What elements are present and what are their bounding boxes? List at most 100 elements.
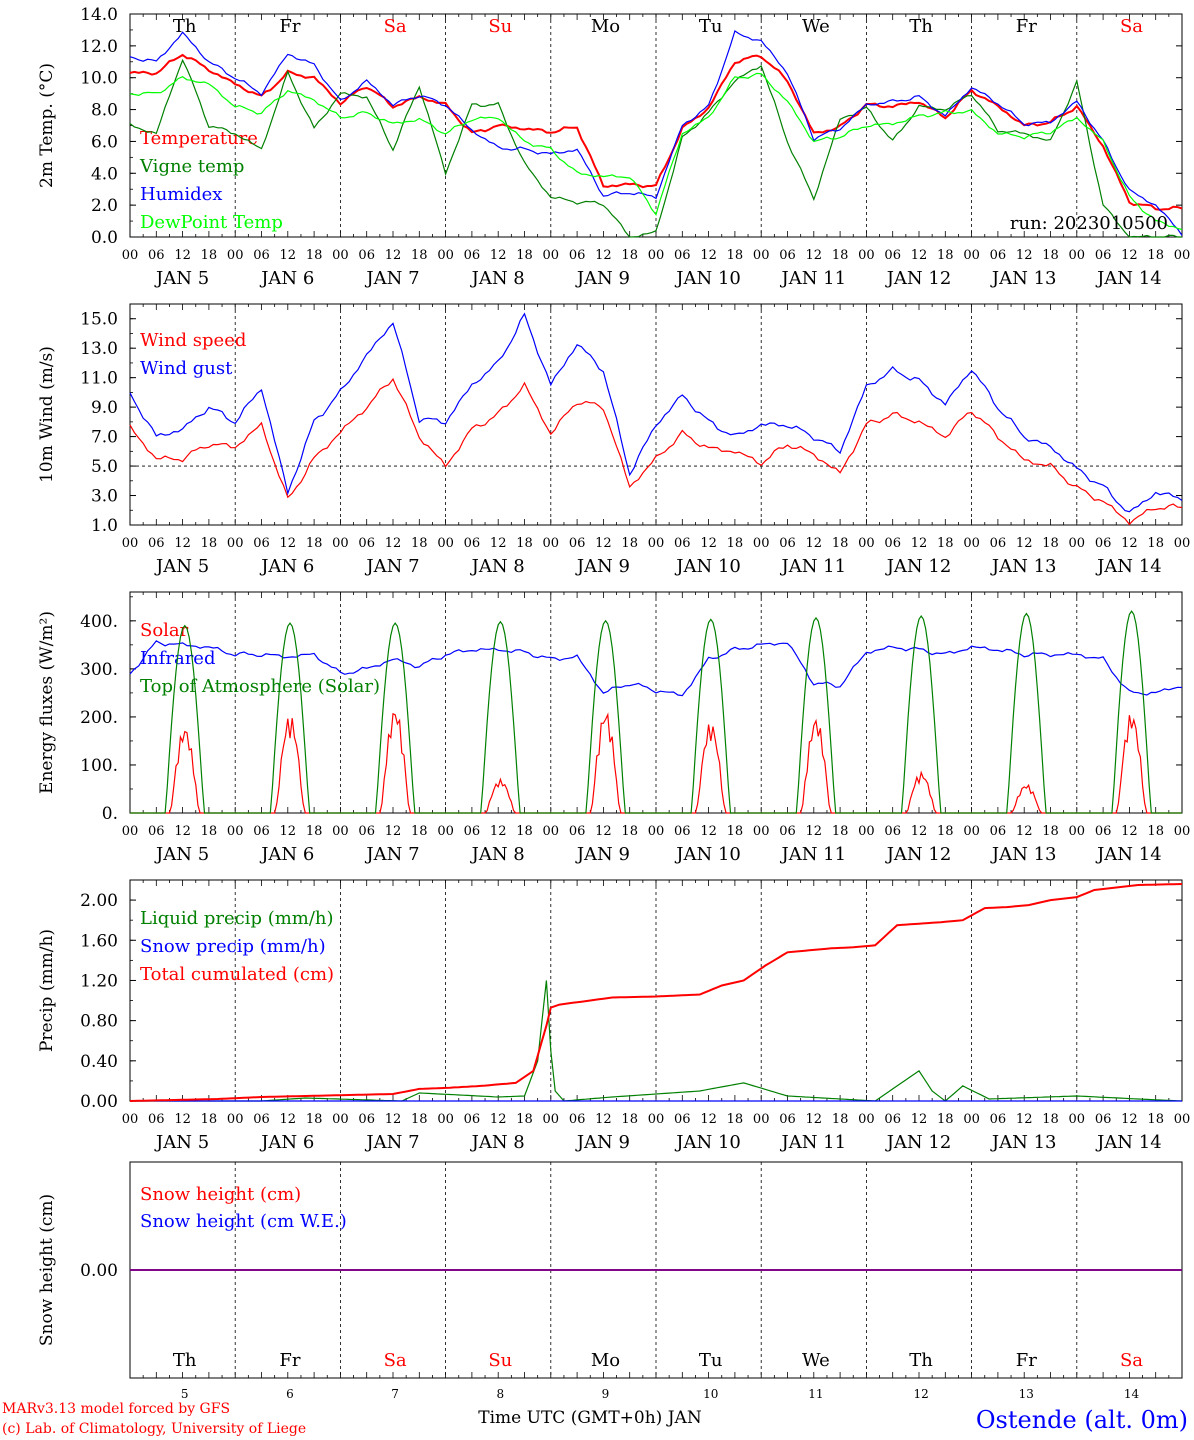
hour-label: 18: [411, 1112, 428, 1127]
panel-4: 0.00 0.40 0.80 1.20 1.60 2.00 Precip (mm/h) 00 0…: [37, 879, 1190, 1153]
date-label: JAN 5: [154, 1132, 209, 1153]
date-label: JAN 6: [259, 556, 314, 577]
hour-label: 06: [674, 536, 691, 551]
hour-label: 12: [700, 536, 717, 551]
hour-label: 06: [884, 536, 901, 551]
date-label: JAN 5: [154, 844, 209, 865]
y-tick-label: 0.40: [80, 1052, 118, 1072]
hour-label: 06: [569, 824, 586, 839]
hour-label: 12: [174, 536, 191, 551]
day-number: 14: [1124, 1387, 1140, 1401]
date-label: JAN 14: [1095, 844, 1162, 865]
date-label: JAN 7: [364, 268, 419, 289]
hour-label: 00: [1069, 536, 1086, 551]
weekday-label: We: [802, 16, 830, 37]
weekday-label: We: [802, 1350, 830, 1371]
weekday-label: Th: [909, 1350, 933, 1371]
time-axis-label: Time UTC (GMT+0h) JAN: [478, 1408, 702, 1428]
hour-label: 12: [806, 1112, 823, 1127]
series-line: [129, 883, 1183, 1102]
series-line: [129, 377, 1183, 526]
hour-label: 06: [990, 536, 1007, 551]
panel-1: 0.0 2.0 4.0 6.0 8.0 10.0 12.0 14.0 2m Temp. (°C)…: [37, 5, 1190, 289]
panel-3: 0. 100. 200. 300. 400. Energy fluxes (W/m²) 00…: [37, 591, 1191, 865]
hour-label: 06: [1095, 248, 1112, 263]
hour-label: 18: [201, 536, 218, 551]
hour-label: 18: [516, 248, 533, 263]
hour-label: 12: [385, 248, 402, 263]
hour-label: 00: [858, 824, 875, 839]
hour-label: 00: [1174, 824, 1191, 839]
date-label: JAN 9: [575, 844, 630, 865]
hour-label: 00: [227, 824, 244, 839]
hour-label: 18: [1042, 824, 1059, 839]
date-label: JAN 8: [470, 268, 525, 289]
y-axis-label: Energy fluxes (W/m²): [37, 611, 57, 794]
day-number: 9: [602, 1387, 610, 1401]
date-label: JAN 10: [674, 844, 741, 865]
hour-label: 18: [516, 1112, 533, 1127]
y-tick-label: 0.00: [80, 1261, 118, 1281]
y-tick-label: 1.0: [91, 516, 118, 536]
y-tick-label: 300.: [80, 660, 118, 680]
hour-label: 12: [1016, 536, 1033, 551]
hour-label: 00: [122, 1112, 139, 1127]
legend-entry: Total cumulated (cm): [140, 964, 334, 985]
hour-label: 18: [306, 248, 323, 263]
date-label: JAN 6: [259, 1132, 314, 1153]
hour-label: 12: [911, 824, 928, 839]
weekday-label: Su: [488, 1350, 512, 1371]
y-axis-label: 2m Temp. (°C): [37, 63, 57, 188]
hour-label: 00: [963, 824, 980, 839]
date-label: JAN 10: [674, 1132, 741, 1153]
hour-label: 00: [858, 536, 875, 551]
weekday-label: Su: [488, 16, 512, 37]
hour-label: 00: [122, 824, 139, 839]
hour-label: 00: [543, 1112, 560, 1127]
hour-label: 00: [332, 1112, 349, 1127]
hour-label: 00: [648, 536, 665, 551]
date-label: JAN 11: [780, 844, 847, 865]
hour-label: 12: [174, 824, 191, 839]
hour-label: 00: [648, 248, 665, 263]
hour-label: 00: [963, 1112, 980, 1127]
hour-label: 12: [385, 1112, 402, 1127]
legend-entry: Temperature: [140, 128, 258, 149]
hour-label: 06: [569, 248, 586, 263]
hour-label: 12: [280, 824, 297, 839]
weekday-label: Th: [909, 16, 933, 37]
panels: 0.0 2.0 4.0 6.0 8.0 10.0 12.0 14.0 2m Temp. (°C)…: [37, 5, 1190, 1401]
y-tick-label: 14.0: [80, 5, 118, 25]
date-label: JAN 5: [154, 556, 209, 577]
y-axis-label: 10m Wind (m/s): [37, 346, 57, 483]
hour-label: 00: [1174, 248, 1191, 263]
hour-label: 06: [464, 248, 481, 263]
legend-entry: Snow height (cm W.E.): [140, 1211, 347, 1232]
date-label: JAN 9: [575, 1132, 630, 1153]
hour-label: 12: [385, 536, 402, 551]
date-label: JAN 7: [364, 556, 419, 577]
weekday-label: Tu: [699, 16, 723, 37]
hour-label: 00: [1069, 824, 1086, 839]
hour-label: 00: [543, 824, 560, 839]
hour-label: 18: [1147, 536, 1164, 551]
hour-label: 12: [700, 1112, 717, 1127]
series-line: [129, 30, 1183, 236]
hour-label: 18: [411, 248, 428, 263]
hour-label: 18: [832, 248, 849, 263]
hour-label: 18: [727, 536, 744, 551]
hour-label: 00: [332, 248, 349, 263]
hour-label: 12: [1016, 248, 1033, 263]
hour-label: 00: [1069, 248, 1086, 263]
hour-label: 06: [148, 824, 165, 839]
y-tick-label: 200.: [80, 708, 118, 728]
hour-label: 06: [569, 1112, 586, 1127]
hour-label: 18: [516, 536, 533, 551]
hour-label: 12: [806, 248, 823, 263]
hour-label: 00: [648, 824, 665, 839]
weekday-label: Fr: [279, 1350, 300, 1371]
hour-label: 12: [280, 1112, 297, 1127]
y-tick-label: 15.0: [80, 310, 118, 330]
hour-label: 18: [937, 248, 954, 263]
y-tick-label: 5.0: [91, 457, 118, 477]
